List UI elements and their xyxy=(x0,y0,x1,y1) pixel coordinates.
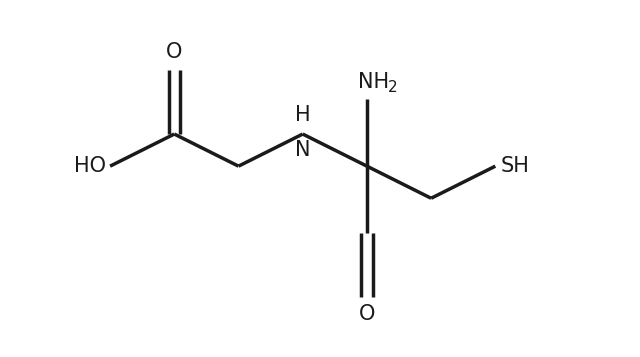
Text: O: O xyxy=(166,42,182,62)
Text: O: O xyxy=(359,305,375,325)
Text: H: H xyxy=(295,105,310,125)
Text: N: N xyxy=(295,140,310,160)
Text: 2: 2 xyxy=(388,80,397,95)
Text: HO: HO xyxy=(74,156,106,176)
Text: SH: SH xyxy=(500,156,529,176)
Text: NH: NH xyxy=(358,72,389,92)
